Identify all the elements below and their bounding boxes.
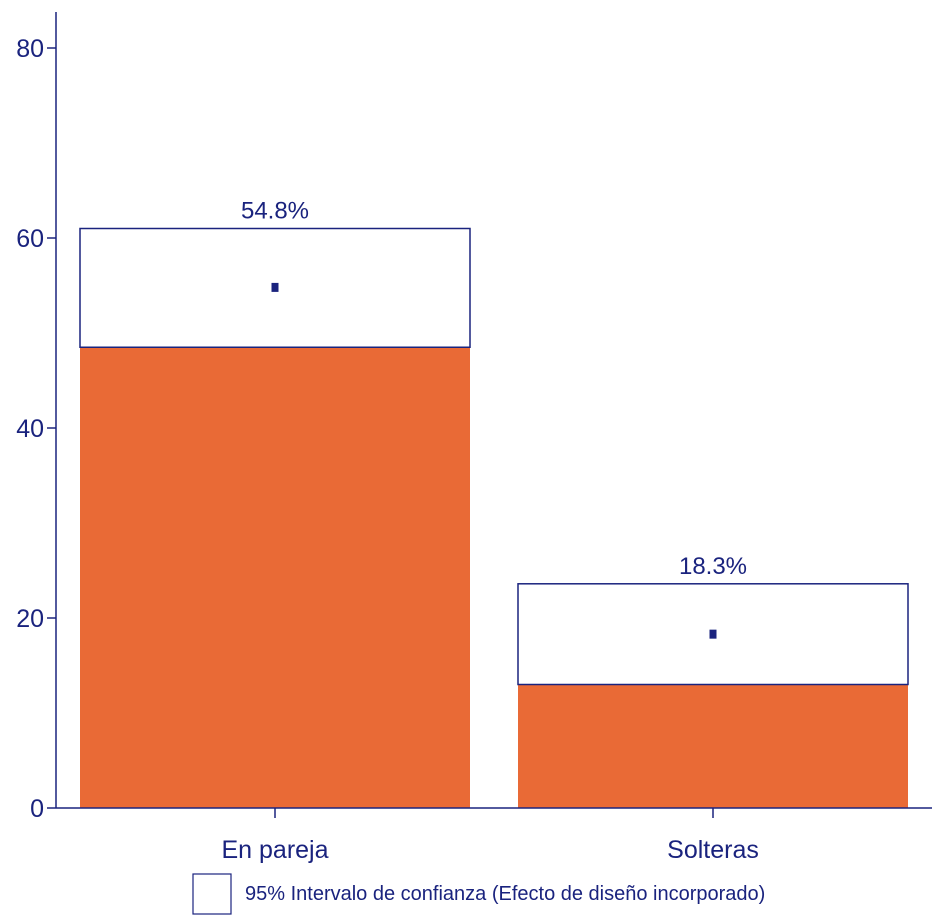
x-tick-label: Solteras: [667, 836, 759, 864]
x-tick-label: En pareja: [221, 836, 328, 864]
y-tick-label: 60: [16, 225, 44, 253]
point-estimate: [271, 282, 279, 292]
legend: 95% Intervalo de confianza (Efecto de di…: [192, 873, 765, 915]
data-label: 18.3%: [679, 553, 747, 580]
y-tick-label: 0: [30, 795, 44, 823]
bar: [80, 347, 470, 808]
legend-ci-swatch: [192, 873, 232, 915]
bar: [518, 684, 908, 808]
legend-ci-label: 95% Intervalo de confianza (Efecto de di…: [245, 883, 765, 905]
point-estimate: [709, 629, 717, 639]
y-axis: 0 20 40 60 80: [16, 12, 57, 823]
y-tick-label: 40: [16, 415, 44, 443]
y-tick-label: 80: [16, 35, 44, 63]
x-axis: En pareja Solteras: [56, 807, 932, 864]
bars-group: 54.8% 18.3%: [79, 198, 909, 808]
ci-box: [79, 227, 471, 348]
data-label: 54.8%: [241, 198, 309, 225]
y-tick-label: 20: [16, 605, 44, 633]
